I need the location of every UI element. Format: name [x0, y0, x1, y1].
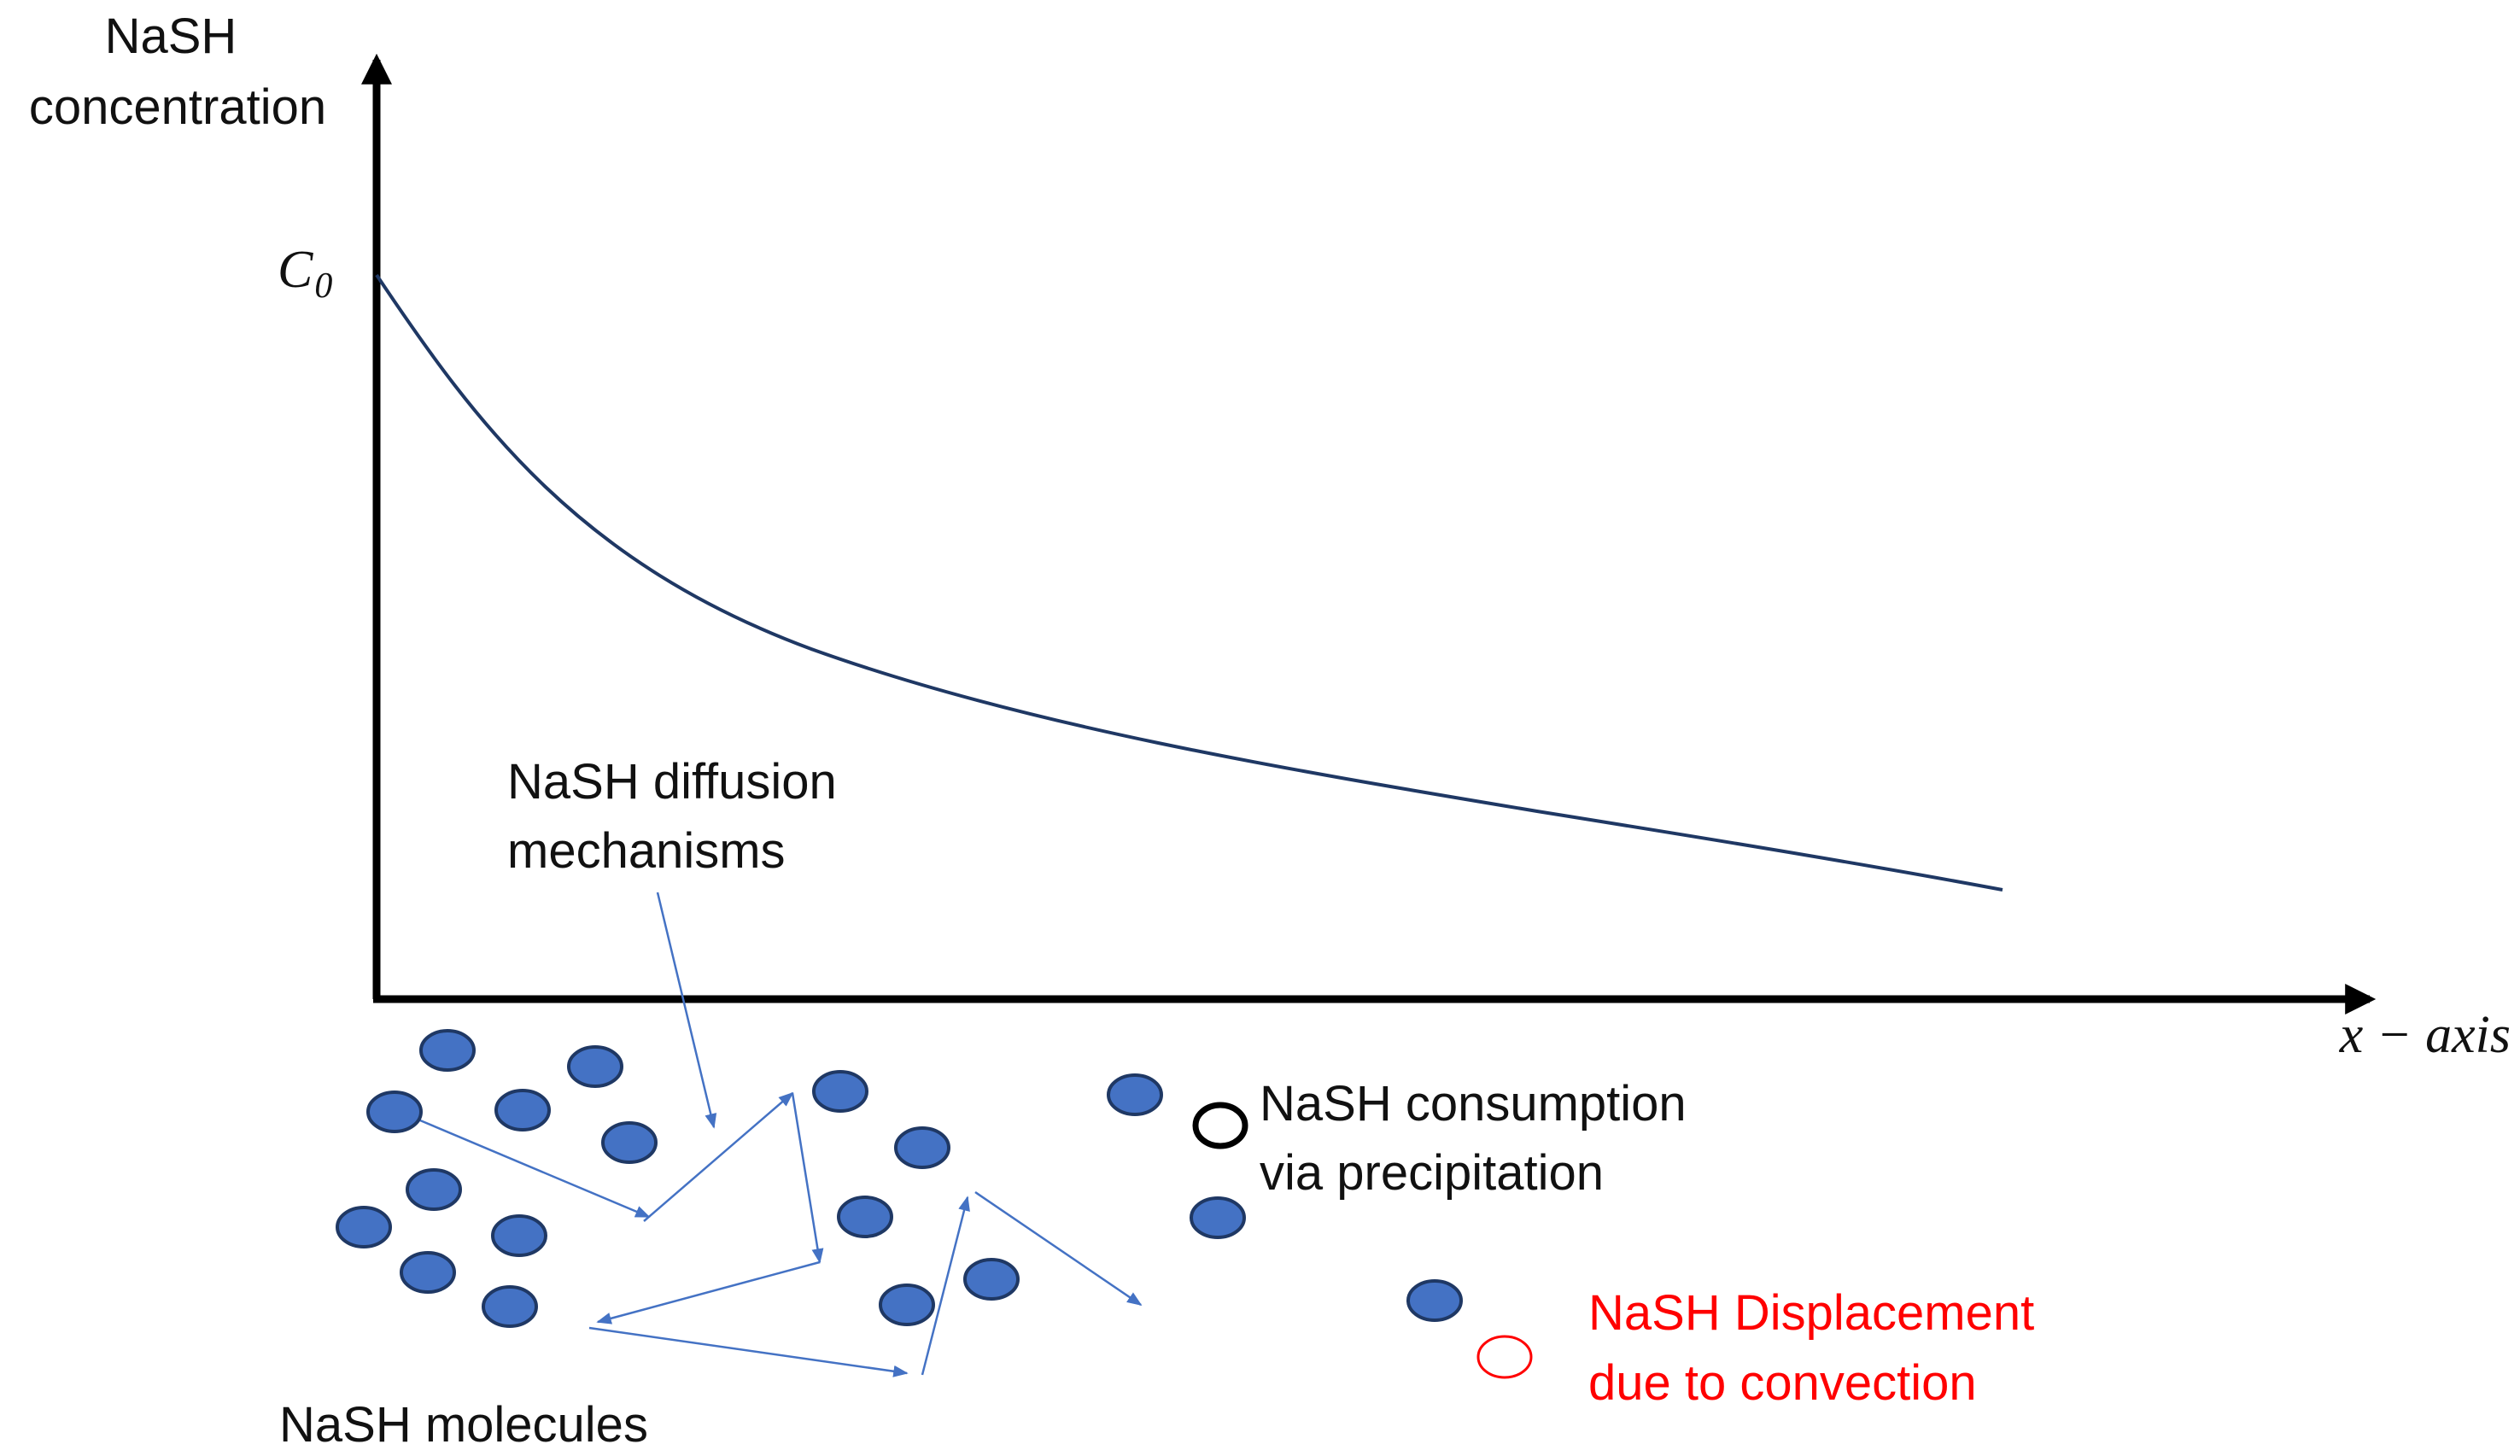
c0-label: C0: [278, 241, 332, 306]
nash-molecule: [894, 1126, 950, 1169]
molecules-label: NaSH molecules: [279, 1397, 648, 1453]
diffusion-label-line-2: mechanisms: [507, 823, 786, 879]
diffusion-arrow: [921, 1196, 970, 1376]
nash-molecule: [837, 1196, 893, 1238]
consumption-ring: [1192, 1102, 1248, 1149]
nash-molecule: [879, 1284, 935, 1326]
displacement-ring: [1476, 1335, 1533, 1379]
consumption-label-line-2: via precipitation: [1260, 1145, 1604, 1201]
displacement-label-line-1: NaSH Displacement: [1588, 1285, 2034, 1341]
nash-molecule: [812, 1070, 868, 1113]
nash-molecule: [482, 1285, 538, 1328]
nash-molecule: [491, 1214, 547, 1257]
displacement-label-line-2: due to convection: [1588, 1355, 1977, 1411]
diffusion-arrow: [596, 1260, 821, 1324]
nash-molecule: [494, 1089, 551, 1131]
x-axis-label: x − axis: [2339, 1006, 2511, 1064]
concentration-curve: [375, 273, 2003, 892]
nash-molecule: [963, 1258, 1020, 1301]
consumption-label: NaSH consumption via precipitation: [1260, 1076, 1700, 1201]
diffusion-arrow: [974, 1190, 1143, 1307]
diffusion-arrow: [588, 1326, 909, 1377]
nash-molecule: [419, 1029, 476, 1072]
nash-molecule: [601, 1121, 658, 1164]
y-axis-label-line-2: concentration: [29, 79, 326, 135]
diffusion-label: NaSH diffusion mechanisms: [507, 754, 851, 879]
molecules: [336, 1029, 1463, 1328]
displacement-label: NaSH Displacement due to convection: [1588, 1285, 2048, 1411]
diffusion-arrow: [791, 1092, 824, 1264]
nash-molecule: [1406, 1279, 1463, 1322]
c0-letter: C: [278, 241, 313, 299]
diffusion-pointer-arrow: [656, 892, 717, 1129]
diffusion-arrow: [643, 1091, 794, 1222]
consumption-label-line-1: NaSH consumption: [1260, 1076, 1687, 1131]
nash-molecule: [366, 1091, 423, 1133]
diffusion-arrow: [419, 1119, 651, 1219]
nash-molecule: [567, 1045, 623, 1088]
y-axis-label-line-1: NaSH: [105, 9, 237, 64]
nash-molecule: [406, 1168, 462, 1211]
diffusion-label-line-1: NaSH diffusion: [507, 754, 837, 810]
nash-molecule: [1190, 1196, 1246, 1239]
nash-molecule: [1107, 1073, 1163, 1116]
nash-molecule: [336, 1206, 392, 1248]
c0-subscript: 0: [314, 266, 332, 306]
y-axis-label: NaSH concentration: [29, 9, 326, 135]
diffusion-paths: [419, 1091, 1143, 1377]
nash-molecule: [400, 1251, 456, 1294]
